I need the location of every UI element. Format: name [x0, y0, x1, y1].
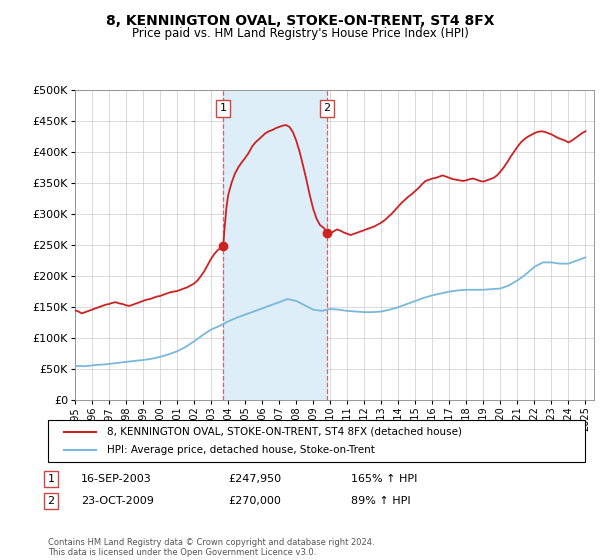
Text: 23-OCT-2009: 23-OCT-2009: [81, 496, 154, 506]
Text: 165% ↑ HPI: 165% ↑ HPI: [351, 474, 418, 484]
Text: £247,950: £247,950: [228, 474, 281, 484]
Text: 16-SEP-2003: 16-SEP-2003: [81, 474, 152, 484]
Text: 8, KENNINGTON OVAL, STOKE-ON-TRENT, ST4 8FX: 8, KENNINGTON OVAL, STOKE-ON-TRENT, ST4 …: [106, 14, 494, 28]
Text: HPI: Average price, detached house, Stoke-on-Trent: HPI: Average price, detached house, Stok…: [107, 445, 375, 455]
Text: 89% ↑ HPI: 89% ↑ HPI: [351, 496, 410, 506]
Text: 2: 2: [47, 496, 55, 506]
Text: Contains HM Land Registry data © Crown copyright and database right 2024.
This d: Contains HM Land Registry data © Crown c…: [48, 538, 374, 557]
Text: Price paid vs. HM Land Registry's House Price Index (HPI): Price paid vs. HM Land Registry's House …: [131, 27, 469, 40]
Text: 1: 1: [220, 103, 227, 113]
Text: £270,000: £270,000: [228, 496, 281, 506]
Text: 2: 2: [323, 103, 331, 113]
Text: 1: 1: [47, 474, 55, 484]
Bar: [223, 90, 327, 400]
Text: 8, KENNINGTON OVAL, STOKE-ON-TRENT, ST4 8FX (detached house): 8, KENNINGTON OVAL, STOKE-ON-TRENT, ST4 …: [107, 427, 462, 437]
